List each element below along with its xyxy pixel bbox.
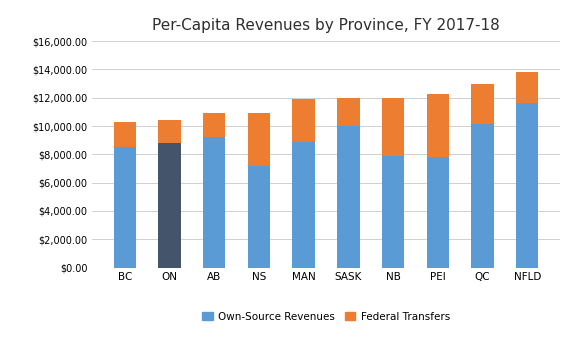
Bar [114,146,136,268]
Bar [337,126,359,268]
Bar [203,113,226,138]
Bar [114,122,136,146]
Bar [203,138,226,268]
Bar [516,72,538,104]
Title: Per-Capita Revenues by Province, FY 2017-18: Per-Capita Revenues by Province, FY 2017… [152,18,500,33]
Bar [471,124,494,268]
Legend: Own-Source Revenues, Federal Transfers: Own-Source Revenues, Federal Transfers [198,307,454,326]
Bar [248,113,270,166]
Bar [158,120,181,143]
Bar [426,157,449,268]
Bar [516,104,538,268]
Bar [158,143,181,268]
Bar [248,166,270,268]
Bar [337,98,359,126]
Bar [426,94,449,157]
Bar [471,84,494,124]
Bar [293,99,315,142]
Bar [382,98,404,156]
Bar [293,142,315,268]
Bar [382,156,404,268]
